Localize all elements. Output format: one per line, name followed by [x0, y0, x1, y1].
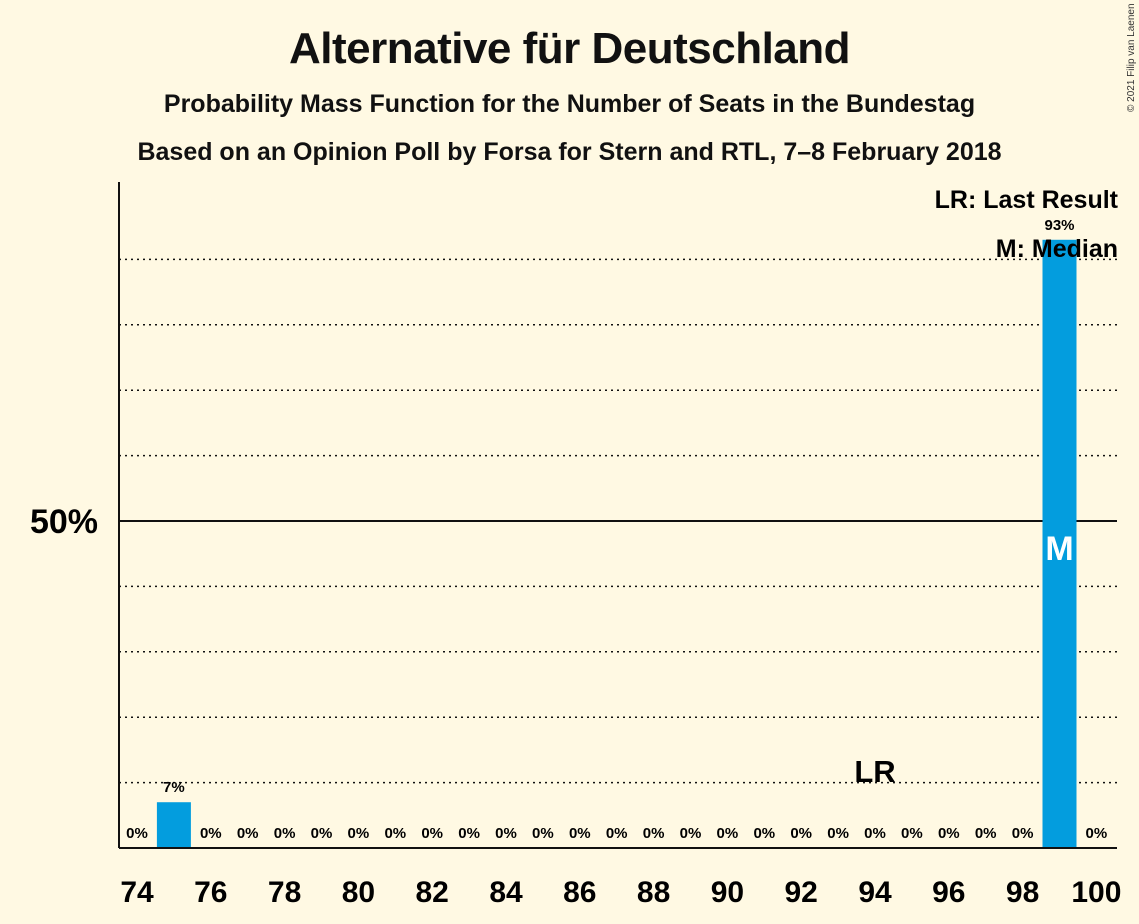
legend-last-result: LR: Last Result [935, 186, 1119, 214]
data-label-94: 0% [864, 825, 886, 842]
data-label-84: 0% [495, 825, 517, 842]
axes: 50% [30, 182, 1117, 849]
bar-75 [156, 802, 191, 848]
chart-title: Alternative für Deutschland [288, 24, 851, 73]
grid-lines [119, 258, 1117, 784]
data-label-83: 0% [458, 825, 480, 842]
data-label-99: 93% [1044, 217, 1074, 234]
data-label-97: 0% [975, 825, 997, 842]
data-label-98: 0% [1012, 825, 1034, 842]
data-label-100: 0% [1086, 825, 1108, 842]
data-label-81: 0% [384, 825, 406, 842]
legend-median: M: Median [996, 235, 1118, 263]
data-label-77: 0% [237, 825, 259, 842]
legend: LR: Last Result M: Median [935, 186, 1119, 263]
data-label-92: 0% [790, 825, 812, 842]
data-label-82: 0% [421, 825, 443, 842]
data-label-91: 0% [753, 825, 775, 842]
x-tick-label-92: 92 [785, 876, 818, 909]
x-tick-label-82: 82 [416, 876, 449, 909]
chart-source-line: Based on an Opinion Poll by Forsa for St… [137, 138, 1002, 166]
median-marker: M [1045, 530, 1073, 568]
data-label-90: 0% [717, 825, 739, 842]
last-result-marker: LR [854, 754, 895, 789]
data-label-74: 0% [126, 825, 148, 842]
x-tick-label-80: 80 [342, 876, 375, 909]
x-tick-label-94: 94 [858, 876, 892, 909]
x-tick-label-100: 100 [1071, 876, 1121, 909]
x-tick-label-86: 86 [563, 876, 596, 909]
data-label-78: 0% [274, 825, 296, 842]
data-label-89: 0% [680, 825, 702, 842]
markers: LR M [854, 530, 1073, 789]
data-label-88: 0% [643, 825, 665, 842]
x-tick-labels: 74 76 78 80 82 84 86 88 90 92 94 96 98 100 [120, 876, 1121, 909]
data-label-75: 7% [163, 779, 185, 796]
data-label-80: 0% [348, 825, 370, 842]
x-tick-label-76: 76 [194, 876, 227, 909]
bars [156, 239, 1077, 848]
x-tick-label-84: 84 [489, 876, 523, 909]
data-labels: 0% 7% 0% 0% 0% 0% 0% 0% 0% 0% 0% 0% 0% 0% 0% 0% 0% 0% 0% 0%… [126, 217, 1107, 842]
x-tick-label-98: 98 [1006, 876, 1039, 909]
x-tick-label-74: 74 [120, 876, 154, 909]
bar-99 [1042, 239, 1077, 848]
data-label-85: 0% [532, 825, 554, 842]
data-label-79: 0% [311, 825, 333, 842]
data-label-95: 0% [901, 825, 923, 842]
data-label-86: 0% [569, 825, 591, 842]
data-label-96: 0% [938, 825, 960, 842]
data-label-93: 0% [827, 825, 849, 842]
y-tick-label-50: 50% [30, 503, 98, 541]
x-tick-label-78: 78 [268, 876, 301, 909]
x-tick-label-88: 88 [637, 876, 670, 909]
chart-subtitle: Probability Mass Function for the Number… [163, 90, 976, 118]
data-label-76: 0% [200, 825, 222, 842]
x-tick-label-96: 96 [932, 876, 965, 909]
data-label-87: 0% [606, 825, 628, 842]
x-tick-label-90: 90 [711, 876, 744, 909]
